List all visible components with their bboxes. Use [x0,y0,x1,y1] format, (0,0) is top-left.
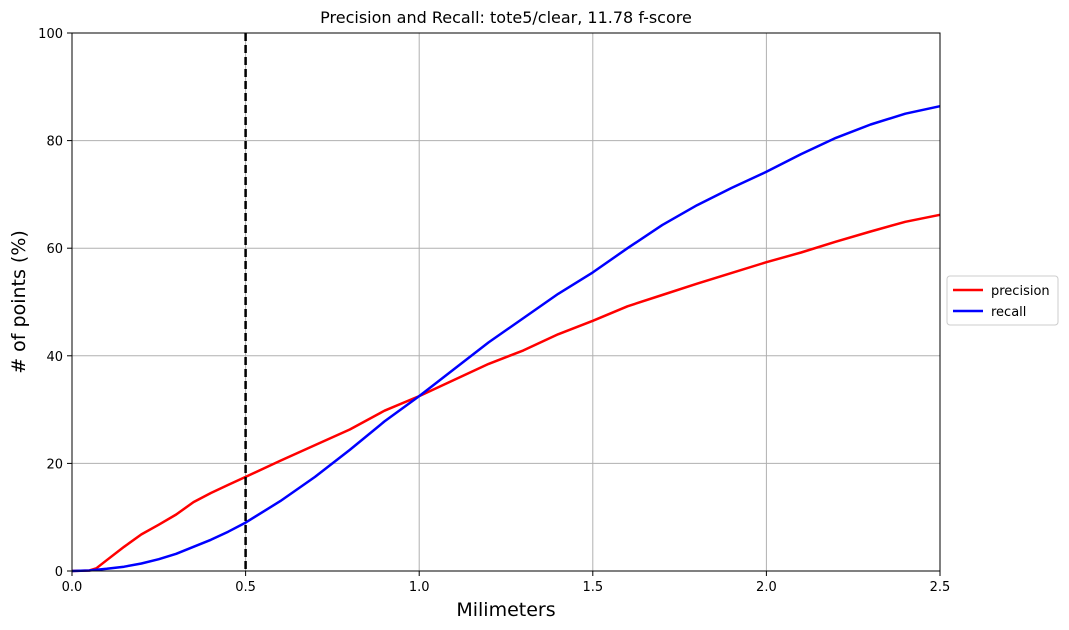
x-axis-ticks: 0.0 0.5 1.0 1.5 2.0 2.5 [62,571,951,595]
y-axis-label: # of points (%) [8,230,30,374]
x-axis-label: Milimeters [456,599,555,621]
y-axis-ticks: 0 20 40 60 80 100 [38,27,72,580]
series-line-recall [71,104,941,573]
y-tick-label: 80 [46,135,63,150]
y-tick-label: 40 [46,350,63,365]
y-tick-label: 20 [46,457,63,472]
series-layer [71,104,941,573]
x-tick-label: 0.5 [235,580,256,595]
chart-title: Precision and Recall: tote5/clear, 11.78… [320,8,692,27]
x-tick-label: 2.5 [930,580,951,595]
x-tick-label: 0.0 [62,580,83,595]
x-tick-label: 1.5 [582,580,603,595]
y-tick-label: 0 [55,565,63,580]
legend-label-precision: precision [991,284,1050,299]
series-line-precision [71,213,941,573]
x-tick-label: 2.0 [756,580,777,595]
plot-frame [71,32,941,572]
y-tick-label: 60 [46,242,63,257]
legend-box [946,275,1059,326]
grid-lines [72,33,940,571]
x-tick-label: 1.0 [409,580,430,595]
legend: precision recall [946,275,1059,326]
legend-label-recall: recall [991,305,1026,320]
y-tick-label: 100 [38,27,63,42]
